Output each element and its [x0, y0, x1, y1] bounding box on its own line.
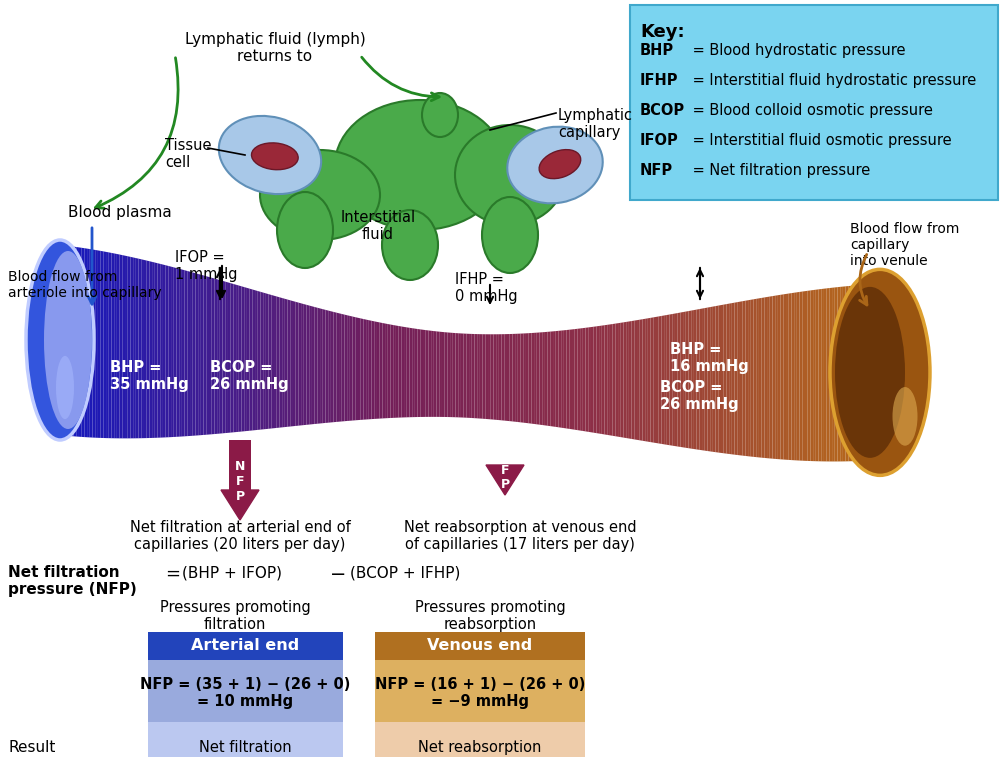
Polygon shape [304, 304, 307, 425]
Polygon shape [71, 246, 73, 436]
Polygon shape [369, 320, 372, 420]
Polygon shape [553, 331, 556, 427]
Polygon shape [854, 285, 857, 461]
Polygon shape [82, 248, 84, 437]
Text: Key:: Key: [640, 23, 684, 41]
Polygon shape [612, 324, 615, 436]
Polygon shape [407, 328, 410, 417]
Polygon shape [653, 317, 656, 443]
Text: Net filtration: Net filtration [199, 740, 292, 755]
Polygon shape [650, 318, 653, 443]
Text: BCOP =
26 mmHg: BCOP = 26 mmHg [660, 380, 738, 413]
Polygon shape [100, 251, 103, 438]
Polygon shape [675, 313, 677, 446]
Polygon shape [723, 304, 726, 453]
Polygon shape [434, 331, 437, 417]
Polygon shape [320, 308, 323, 423]
Ellipse shape [260, 150, 380, 240]
Ellipse shape [455, 125, 565, 225]
Polygon shape [556, 331, 558, 427]
Polygon shape [558, 331, 561, 428]
Polygon shape [512, 334, 515, 422]
Text: (BHP + IFOP): (BHP + IFOP) [182, 565, 282, 580]
Text: Net reabsorption at venous end
of capillaries (17 liters per day): Net reabsorption at venous end of capill… [404, 520, 636, 552]
Polygon shape [383, 323, 385, 419]
Polygon shape [486, 465, 524, 495]
Ellipse shape [44, 251, 92, 429]
Polygon shape [318, 308, 320, 423]
Polygon shape [566, 330, 569, 429]
Polygon shape [757, 298, 759, 457]
Polygon shape [702, 308, 704, 451]
Polygon shape [475, 334, 477, 418]
Polygon shape [496, 334, 499, 420]
Polygon shape [68, 246, 71, 436]
Polygon shape [274, 296, 277, 428]
Polygon shape [672, 314, 675, 446]
Polygon shape [209, 277, 211, 434]
Polygon shape [710, 307, 712, 452]
Ellipse shape [26, 240, 94, 440]
Polygon shape [564, 330, 566, 429]
Polygon shape [125, 255, 127, 439]
Polygon shape [307, 304, 310, 425]
Polygon shape [450, 333, 453, 417]
Ellipse shape [507, 127, 603, 203]
Polygon shape [211, 278, 214, 434]
Polygon shape [249, 288, 253, 431]
Polygon shape [648, 318, 650, 442]
Text: Net filtration
pressure (NFP): Net filtration pressure (NFP) [8, 565, 136, 597]
Polygon shape [431, 331, 434, 417]
Polygon shape [206, 276, 209, 435]
Polygon shape [447, 332, 450, 417]
Text: N
F
P: N F P [500, 449, 510, 492]
Polygon shape [241, 286, 244, 432]
Polygon shape [762, 298, 765, 458]
Polygon shape [92, 249, 95, 438]
Polygon shape [187, 271, 190, 436]
Polygon shape [729, 303, 731, 454]
Polygon shape [830, 288, 832, 462]
Polygon shape [222, 281, 225, 433]
Polygon shape [550, 331, 553, 426]
Text: Lymphatic fluid (lymph)
returns to: Lymphatic fluid (lymph) returns to [184, 32, 366, 64]
Polygon shape [580, 328, 583, 431]
Polygon shape [329, 311, 331, 423]
Polygon shape [299, 303, 302, 426]
Polygon shape [472, 334, 475, 418]
Polygon shape [591, 327, 593, 433]
Polygon shape [114, 253, 117, 438]
Ellipse shape [382, 210, 438, 280]
Polygon shape [356, 318, 358, 420]
Polygon shape [846, 286, 849, 462]
Polygon shape [122, 255, 125, 439]
Polygon shape [385, 324, 388, 418]
Text: Blood flow from
arteriole into capillary: Blood flow from arteriole into capillary [8, 270, 161, 300]
Polygon shape [285, 299, 288, 427]
Polygon shape [423, 330, 426, 417]
FancyBboxPatch shape [630, 5, 998, 200]
Polygon shape [109, 252, 111, 438]
Polygon shape [808, 291, 811, 461]
Polygon shape [745, 300, 748, 456]
Polygon shape [537, 332, 539, 425]
Ellipse shape [252, 143, 299, 170]
Polygon shape [391, 324, 393, 418]
Text: NFP = (16 + 1) − (26 + 0)
= −9 mmHg: NFP = (16 + 1) − (26 + 0) = −9 mmHg [375, 677, 585, 709]
Polygon shape [106, 252, 109, 438]
Polygon shape [171, 267, 173, 437]
Polygon shape [575, 329, 577, 430]
Polygon shape [98, 250, 100, 438]
Polygon shape [610, 324, 612, 436]
Polygon shape [491, 334, 493, 420]
Polygon shape [800, 291, 803, 461]
Polygon shape [699, 308, 702, 450]
Polygon shape [95, 250, 98, 438]
Polygon shape [548, 331, 550, 426]
Polygon shape [152, 262, 155, 438]
Polygon shape [291, 301, 293, 426]
Polygon shape [816, 289, 819, 461]
Polygon shape [437, 331, 439, 417]
Polygon shape [345, 314, 347, 421]
Polygon shape [312, 306, 315, 424]
